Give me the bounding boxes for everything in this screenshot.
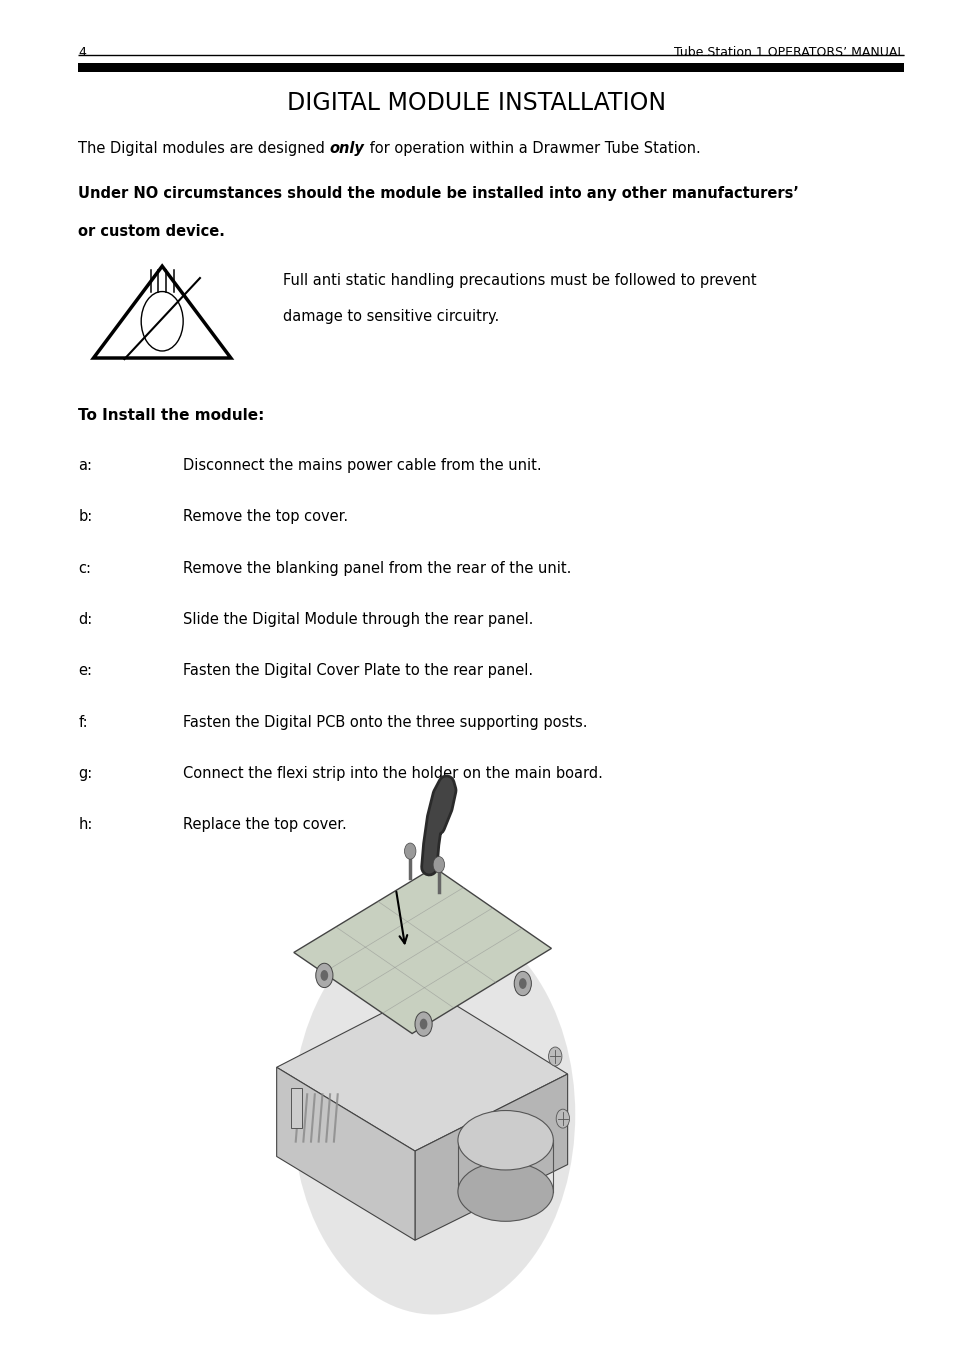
Polygon shape (415, 1074, 567, 1240)
Text: Full anti static handling precautions must be followed to prevent: Full anti static handling precautions mu… (283, 273, 756, 288)
Text: Disconnect the mains power cable from the unit.: Disconnect the mains power cable from th… (183, 458, 541, 473)
Text: Slide the Digital Module through the rear panel.: Slide the Digital Module through the rea… (183, 612, 533, 627)
Circle shape (315, 963, 333, 988)
Text: for operation within a Drawmer Tube Station.: for operation within a Drawmer Tube Stat… (364, 141, 700, 155)
Bar (291, 1088, 302, 1128)
Ellipse shape (457, 1162, 553, 1221)
Text: c:: c: (78, 561, 91, 576)
Text: The Digital modules are designed: The Digital modules are designed (78, 141, 330, 155)
Text: e:: e: (78, 663, 92, 678)
Bar (78, 63, 903, 72)
Text: DIGITAL MODULE INSTALLATION: DIGITAL MODULE INSTALLATION (287, 91, 666, 115)
Circle shape (320, 970, 328, 981)
Circle shape (433, 857, 444, 873)
Ellipse shape (457, 1111, 553, 1170)
Text: damage to sensitive circuitry.: damage to sensitive circuitry. (283, 309, 499, 324)
Circle shape (404, 843, 416, 859)
Text: b:: b: (78, 509, 92, 524)
Polygon shape (276, 989, 567, 1151)
Circle shape (419, 1019, 427, 1029)
Polygon shape (294, 867, 551, 1034)
Text: Under NO circumstances should the module be installed into any other manufacture: Under NO circumstances should the module… (78, 186, 799, 201)
Text: Replace the top cover.: Replace the top cover. (183, 817, 347, 832)
Circle shape (415, 1012, 432, 1036)
Text: a:: a: (78, 458, 92, 473)
Text: Remove the top cover.: Remove the top cover. (183, 509, 348, 524)
Text: Tube Station 1 OPERATORS’ MANUAL: Tube Station 1 OPERATORS’ MANUAL (674, 46, 903, 59)
Text: Connect the flexi strip into the holder on the main board.: Connect the flexi strip into the holder … (183, 766, 602, 781)
Text: To Install the module:: To Install the module: (78, 408, 264, 423)
Circle shape (293, 915, 575, 1315)
Text: Remove the blanking panel from the rear of the unit.: Remove the blanking panel from the rear … (183, 561, 571, 576)
Text: only: only (330, 141, 364, 155)
Text: h:: h: (78, 817, 92, 832)
Text: Fasten the Digital Cover Plate to the rear panel.: Fasten the Digital Cover Plate to the re… (183, 663, 533, 678)
Text: or custom device.: or custom device. (78, 224, 225, 239)
Circle shape (556, 1109, 569, 1128)
Text: f:: f: (78, 715, 88, 730)
Circle shape (514, 971, 531, 996)
Text: Fasten the Digital PCB onto the three supporting posts.: Fasten the Digital PCB onto the three su… (183, 715, 587, 730)
Circle shape (548, 1047, 561, 1066)
Circle shape (518, 978, 526, 989)
Text: d:: d: (78, 612, 92, 627)
Text: g:: g: (78, 766, 92, 781)
Polygon shape (276, 1067, 415, 1240)
Text: 4: 4 (78, 46, 86, 59)
